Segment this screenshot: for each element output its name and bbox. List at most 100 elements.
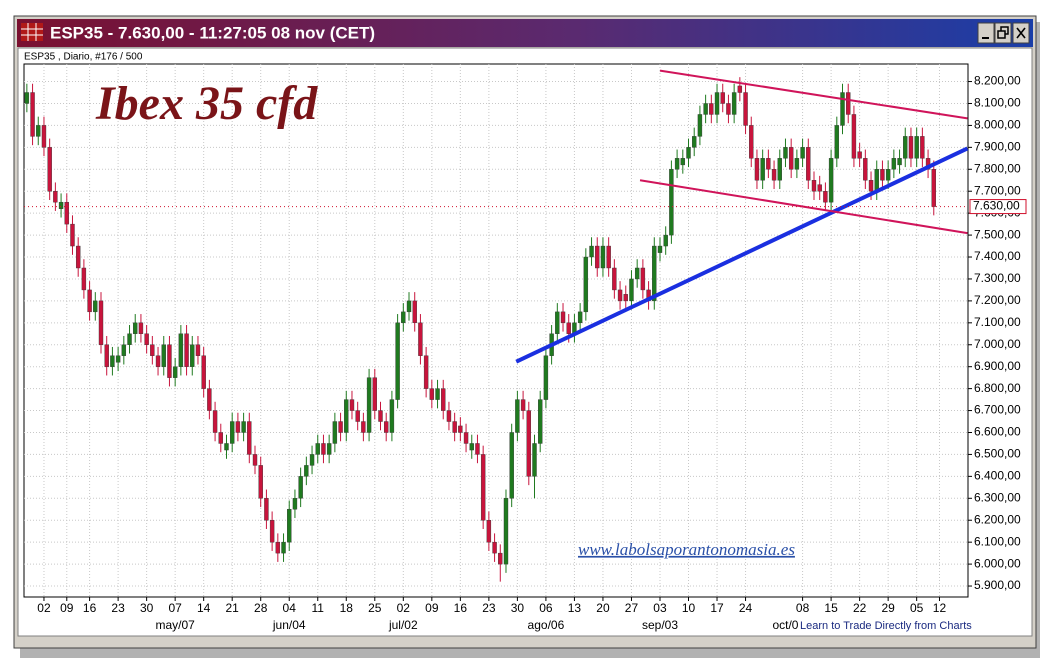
candle-body — [292, 498, 298, 510]
site-link[interactable]: www.labolsaporantonomasia.es — [578, 540, 795, 559]
candle-body — [480, 454, 486, 521]
x-tick-label: 28 — [254, 601, 268, 615]
candle-body — [441, 388, 446, 411]
candle-body — [806, 147, 811, 181]
candle-body — [338, 421, 343, 433]
candle-body — [458, 425, 463, 433]
candle-body — [674, 158, 680, 170]
month-label: sep/03 — [642, 618, 678, 632]
x-tick-label: 23 — [482, 601, 496, 615]
x-tick-label: 03 — [653, 601, 667, 615]
candle-body — [714, 92, 720, 115]
candle-body — [452, 421, 457, 433]
candle-body — [224, 443, 229, 451]
candle-body — [914, 136, 919, 159]
trend-line — [515, 146, 969, 364]
candle-body — [749, 125, 754, 159]
candle-body — [771, 169, 777, 181]
candle-body — [361, 421, 366, 433]
candle-body — [167, 344, 172, 378]
month-label: ago/06 — [528, 618, 565, 632]
x-tick-label: 02 — [37, 601, 51, 615]
candle-body — [817, 184, 822, 192]
month-label: jul/02 — [388, 618, 418, 632]
candle-body — [87, 289, 92, 313]
candle-body — [269, 520, 275, 543]
y-tick-label: 6.500,00 — [974, 447, 1021, 461]
restore-button[interactable] — [994, 22, 1012, 44]
candle-body — [298, 476, 303, 499]
y-tick-label: 5.900,00 — [974, 578, 1021, 592]
candle-body — [731, 92, 737, 115]
window-title: ESP35 - 7.630,00 - 11:27:05 08 nov (CET) — [50, 23, 375, 42]
candle-body — [543, 355, 549, 400]
candle-body — [36, 125, 41, 137]
y-tick-label: 6.300,00 — [974, 490, 1021, 504]
candle-body — [178, 333, 184, 367]
candle-body — [680, 158, 686, 166]
candle-body — [241, 421, 246, 433]
candle-body — [195, 344, 201, 356]
month-label: jun/04 — [272, 618, 306, 632]
y-tick-label: 6.600,00 — [974, 425, 1021, 439]
y-tick-label: 6.100,00 — [974, 534, 1021, 548]
trend-line — [659, 69, 968, 120]
x-tick-label: 16 — [83, 601, 97, 615]
candle-body — [429, 388, 435, 400]
candle-body — [281, 541, 286, 554]
candle-body — [463, 432, 469, 444]
candle-body — [783, 147, 788, 159]
candle-body — [897, 158, 902, 166]
candle-body — [58, 201, 64, 209]
x-tick-label: 02 — [397, 601, 411, 615]
candle-body — [446, 410, 452, 422]
candle-body — [612, 267, 617, 291]
x-tick-label: 07 — [168, 601, 182, 615]
candle-body — [326, 443, 332, 455]
candle-body — [931, 169, 936, 207]
candle-body — [207, 388, 212, 411]
x-tick-label: 06 — [539, 601, 553, 615]
candle-body — [509, 432, 514, 499]
chart-subtitle: ESP35 , Diario, #176 / 500 — [24, 52, 143, 63]
candle-body — [874, 169, 879, 192]
candle-body — [743, 92, 748, 126]
y-tick-label: 7.900,00 — [974, 140, 1021, 154]
candle-body — [903, 136, 908, 159]
y-tick-label: 7.500,00 — [974, 227, 1021, 241]
candle-body — [811, 180, 817, 192]
app-icon — [21, 23, 43, 41]
candle-body — [589, 245, 594, 258]
candle-body — [760, 158, 765, 181]
candle-body — [275, 541, 281, 554]
candle-body — [235, 421, 241, 433]
candle-body — [218, 432, 223, 444]
x-tick-label: 11 — [312, 601, 325, 615]
title-bar — [17, 19, 1033, 47]
x-tick-label: 09 — [60, 601, 74, 615]
candle-body — [583, 256, 589, 313]
candle-body — [264, 498, 269, 521]
candle-body — [754, 158, 760, 181]
x-tick-label: 30 — [511, 601, 525, 615]
candle-body — [652, 245, 657, 302]
month-label: oct/0 — [772, 618, 798, 632]
candle-body — [475, 443, 480, 455]
promo-text[interactable]: Learn to Trade Directly from Charts — [800, 620, 972, 632]
candle-body — [378, 410, 383, 422]
x-tick-label: 08 — [796, 601, 810, 615]
candle-body — [851, 114, 857, 159]
candle-body — [777, 158, 782, 181]
minimize-button[interactable] — [977, 22, 995, 44]
candle-body — [703, 103, 708, 115]
candle-body — [332, 421, 338, 444]
candle-body — [520, 399, 526, 411]
close-button[interactable] — [1012, 22, 1030, 44]
candle-body — [321, 443, 326, 455]
plot-area — [23, 63, 969, 598]
candle-body — [555, 311, 560, 334]
y-tick-label: 6.200,00 — [974, 512, 1021, 526]
candle-body — [406, 300, 412, 313]
candle-body — [287, 509, 292, 543]
